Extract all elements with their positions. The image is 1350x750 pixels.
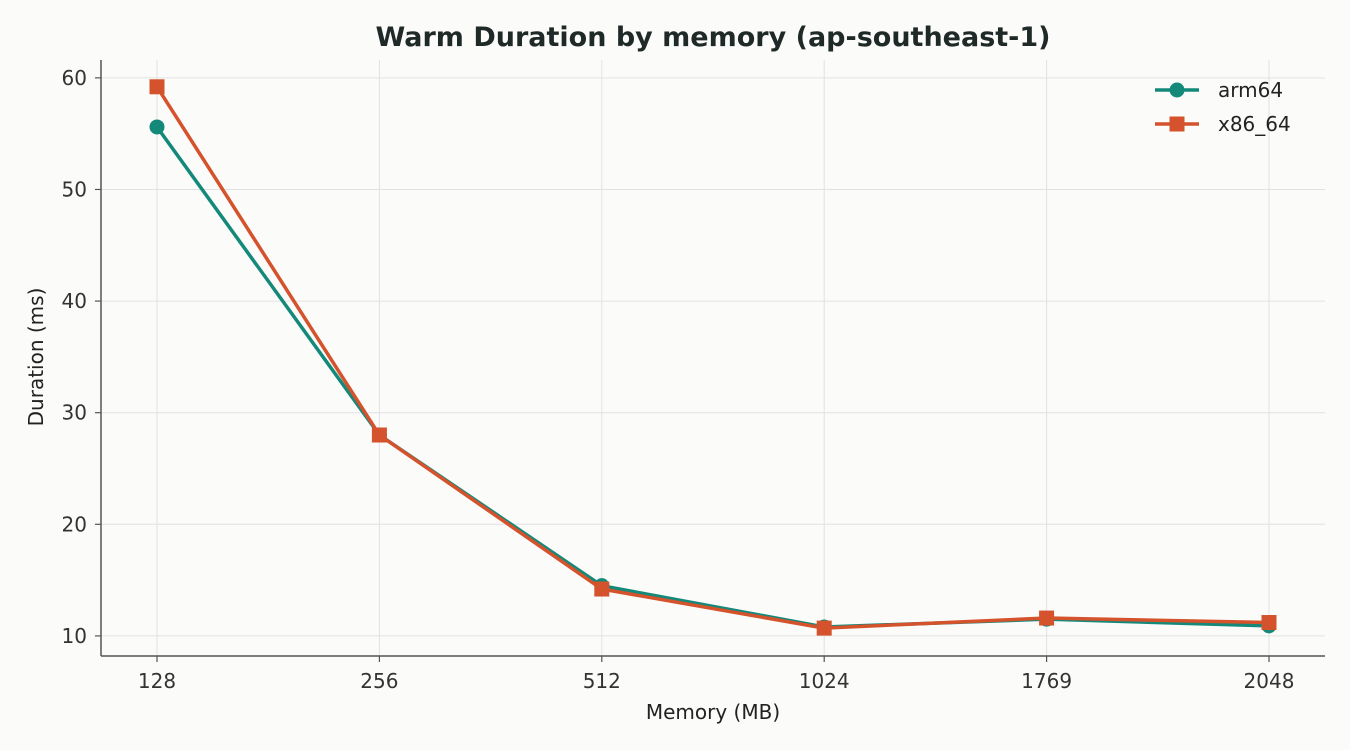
axes-layer: 128 256 512 1024 1769 2048 10 20 30 40 50 60 — [62, 60, 1325, 693]
data-point-x86-64 — [594, 581, 610, 597]
series-layer — [149, 79, 1277, 636]
data-point-x86-64 — [1261, 615, 1277, 631]
series-x86-64 — [149, 79, 1277, 636]
y-tick-label: 20 — [62, 512, 87, 536]
legend-marker-arm64 — [1169, 82, 1185, 98]
y-tick-label: 40 — [62, 289, 87, 313]
legend-item-x86-64: x86_64 — [1155, 112, 1291, 136]
data-point-x86-64 — [149, 79, 165, 95]
y-tick-label: 60 — [62, 66, 87, 90]
legend: arm64 x86_64 — [1155, 78, 1291, 136]
data-point-x86-64 — [371, 427, 387, 443]
y-tick-label: 10 — [62, 624, 87, 648]
series-line-x86-64 — [155, 85, 1271, 630]
legend-label-arm64: arm64 — [1218, 78, 1283, 102]
legend-item-arm64: arm64 — [1155, 78, 1283, 102]
x-tick-label: 1024 — [799, 669, 850, 693]
x-tick-label: 512 — [583, 669, 621, 693]
data-point-x86-64 — [1039, 610, 1055, 626]
y-tick-label: 50 — [62, 177, 87, 201]
legend-label-x86-64: x86_64 — [1218, 112, 1291, 136]
y-axis-label: Duration (ms) — [24, 288, 48, 427]
legend-marker-x86-64 — [1169, 116, 1185, 132]
grid-layer — [101, 60, 1325, 656]
chart-title: Warm Duration by memory (ap-southeast-1) — [375, 22, 1050, 53]
data-point-arm64 — [149, 119, 165, 135]
y-tick-label: 30 — [62, 401, 87, 425]
x-tick-label: 256 — [360, 669, 398, 693]
x-axis-label: Memory (MB) — [646, 700, 780, 724]
x-tick-label: 2048 — [1244, 669, 1295, 693]
x-tick-label: 1769 — [1021, 669, 1072, 693]
data-point-x86-64 — [816, 620, 832, 636]
x-tick-label: 128 — [138, 669, 176, 693]
